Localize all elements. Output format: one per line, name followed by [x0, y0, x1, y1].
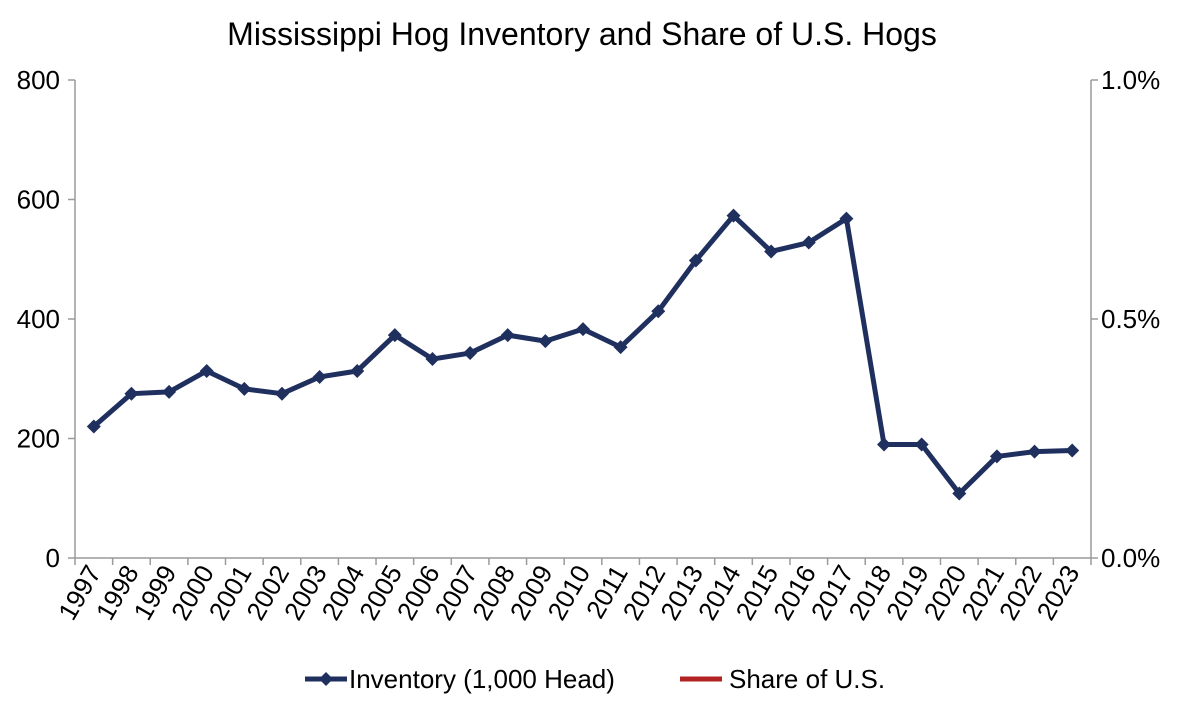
inventory-point — [538, 334, 553, 349]
inventory-point — [839, 211, 854, 226]
inventory-point — [764, 244, 779, 259]
inventory-point — [199, 363, 214, 378]
y-right-tick-label: 0.5% — [1101, 304, 1160, 334]
inventory-point — [726, 208, 741, 223]
chart-title: Mississippi Hog Inventory and Share of U… — [227, 16, 937, 52]
x-tick-label: 2023 — [1030, 560, 1085, 625]
inventory-point — [613, 340, 628, 355]
inventory-point — [425, 352, 440, 367]
inventory-point — [312, 369, 327, 384]
inventory-point — [914, 437, 929, 452]
x-axis-labels: 1997199819992000200120022003200420052006… — [52, 560, 1085, 625]
legend-inventory-label: Inventory (1,000 Head) — [349, 664, 615, 694]
inventory-point — [1065, 443, 1080, 458]
inventory-point — [124, 386, 139, 401]
inventory-point — [801, 235, 816, 250]
inventory-point — [350, 363, 365, 378]
inventory-point — [463, 346, 478, 361]
inventory-point — [952, 486, 967, 501]
legend-inventory-diamond-icon — [319, 672, 333, 686]
inventory-point — [237, 381, 252, 396]
y-right-tick-label: 1.0% — [1101, 65, 1160, 95]
series-layer — [86, 208, 1080, 501]
y-left-tick-label: 200 — [17, 424, 60, 454]
y-left-tick-label: 0 — [46, 543, 60, 573]
legend-share-label: Share of U.S. — [729, 664, 885, 694]
y-left-tick-label: 600 — [17, 185, 60, 215]
inventory-point — [688, 253, 703, 268]
inventory-point — [989, 449, 1004, 464]
inventory-point — [274, 386, 289, 401]
chart-axes: 0 200 400 600 800 0.0% 0.5% 1.0% — [17, 65, 1161, 573]
y-left-tick-label: 800 — [17, 65, 60, 95]
inventory-point — [86, 419, 101, 434]
y-right-tick-label: 0.0% — [1101, 543, 1160, 573]
inventory-point — [1027, 444, 1042, 459]
legend: Inventory (1,000 Head) Share of U.S. — [305, 664, 885, 694]
inventory-point — [576, 322, 590, 337]
inventory-point — [651, 304, 666, 319]
inventory-point — [500, 328, 515, 343]
inventory-point — [387, 328, 402, 343]
inventory-point — [162, 384, 177, 399]
inventory-point — [877, 437, 892, 452]
y-left-tick-label: 400 — [17, 304, 60, 334]
series-line-inventory — [92, 213, 1073, 496]
